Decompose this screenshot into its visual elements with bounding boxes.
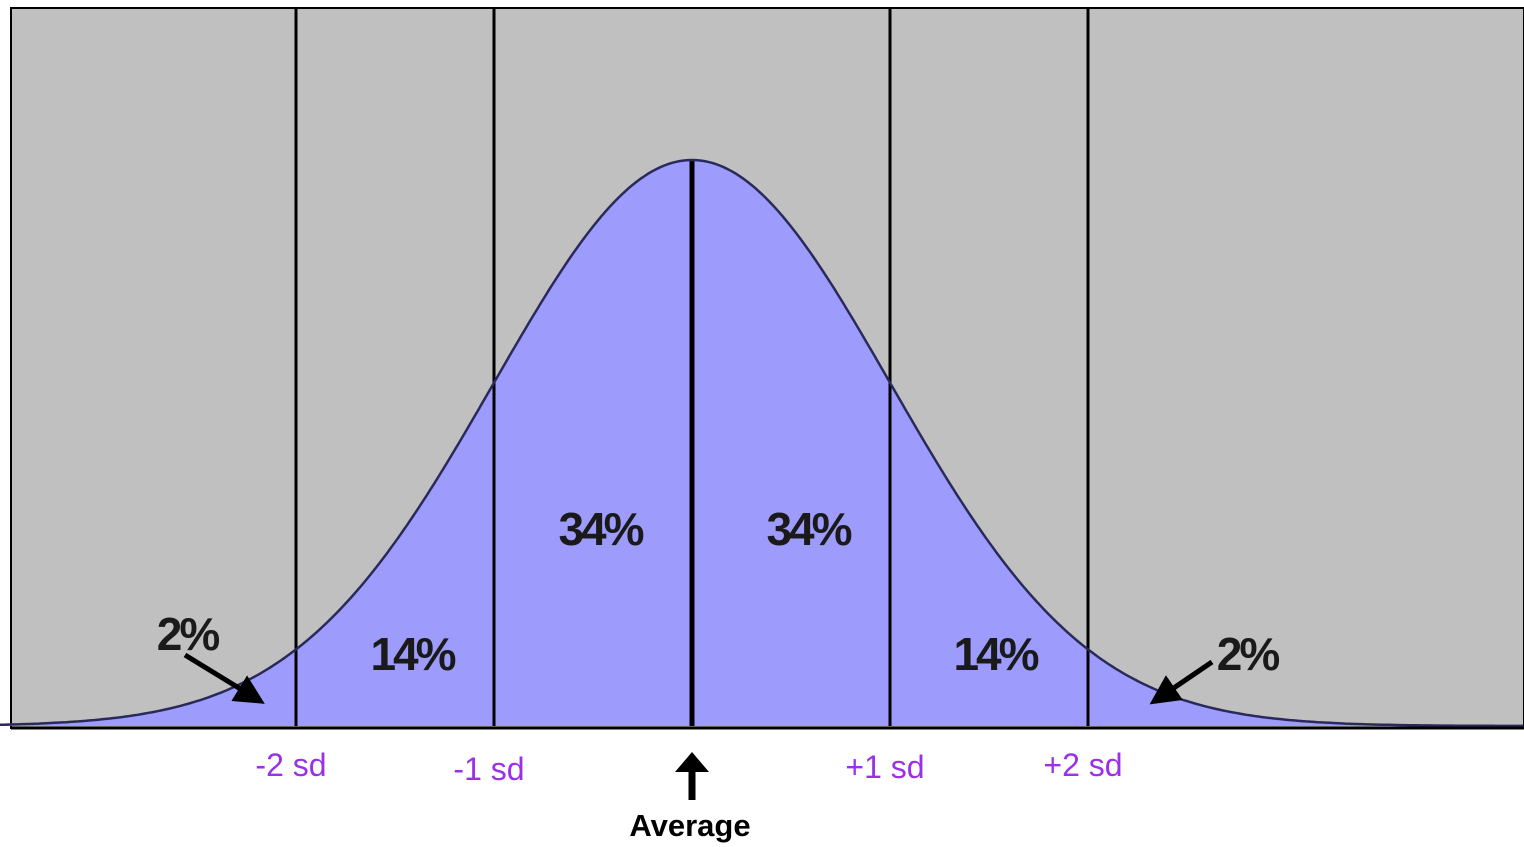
region-label-4: 14% xyxy=(953,628,1038,680)
mean-annotation: Average xyxy=(629,752,750,843)
region-label-0: 2% xyxy=(157,608,220,660)
sd-tick-label: +2 sd xyxy=(1043,747,1122,783)
region-label-1: 14% xyxy=(370,628,455,680)
region-label-5: 2% xyxy=(1217,628,1280,680)
region-label-2: 34% xyxy=(558,503,643,555)
region-label-3: 34% xyxy=(766,503,851,555)
sd-tick-label: +1 sd xyxy=(845,749,924,785)
average-label: Average xyxy=(629,808,750,843)
mean-arrow-head-icon xyxy=(675,752,709,772)
sd-tick-label: -2 sd xyxy=(255,747,326,783)
sd-tick-label: -1 sd xyxy=(453,751,524,787)
